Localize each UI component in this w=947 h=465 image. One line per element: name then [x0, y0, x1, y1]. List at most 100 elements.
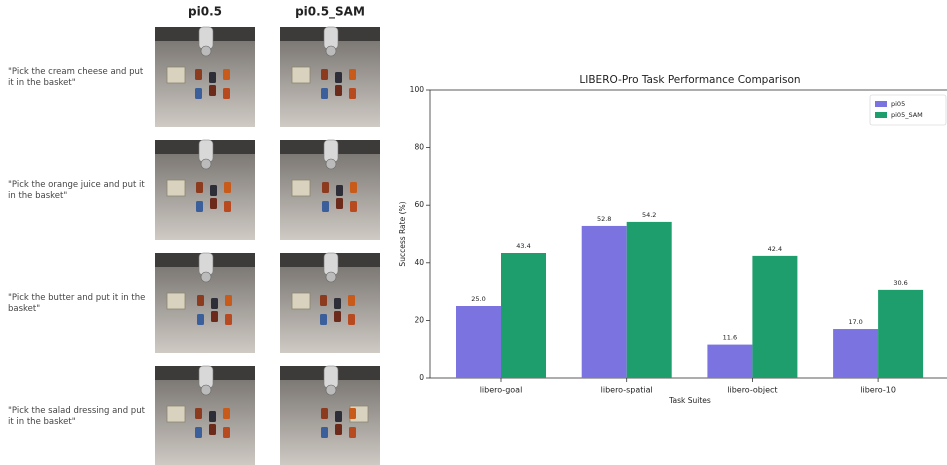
scene-image	[280, 253, 380, 353]
value-label: 54.2	[642, 211, 656, 219]
object	[224, 201, 231, 212]
object	[223, 408, 230, 419]
chart-title: LIBERO-Pro Task Performance Comparison	[579, 74, 800, 86]
object	[335, 85, 342, 96]
object	[195, 408, 202, 419]
gripper	[326, 46, 336, 56]
scene-image	[155, 27, 255, 127]
x-tick-label: libero-10	[860, 386, 896, 395]
gripper	[201, 272, 211, 282]
y-tick-label: 60	[414, 200, 424, 209]
x-tick-label: libero-spatial	[601, 386, 653, 395]
bar	[752, 256, 797, 378]
basket	[292, 180, 310, 196]
object	[195, 69, 202, 80]
basket	[167, 67, 185, 83]
bar	[501, 253, 546, 378]
object	[195, 427, 202, 438]
object	[211, 311, 218, 322]
scene-image	[280, 140, 380, 240]
column-header: pi0.5_SAM	[295, 5, 365, 20]
object	[335, 411, 342, 422]
legend-label: pi05	[891, 100, 905, 108]
object	[350, 201, 357, 212]
x-tick-label: libero-object	[727, 386, 777, 395]
object	[209, 85, 216, 96]
instruction: "Pick the cream cheese and put it in the…	[8, 67, 148, 89]
object	[336, 198, 343, 209]
value-label: 43.4	[516, 242, 530, 250]
object	[349, 427, 356, 438]
object	[209, 72, 216, 83]
object	[350, 182, 357, 193]
object	[223, 88, 230, 99]
object	[321, 408, 328, 419]
basket	[167, 180, 185, 196]
scene-image	[280, 366, 380, 465]
legend-swatch	[875, 112, 887, 118]
object	[348, 295, 355, 306]
object	[348, 314, 355, 325]
object	[196, 182, 203, 193]
scene-image	[280, 27, 380, 127]
value-label: 42.4	[768, 245, 782, 253]
y-tick-label: 20	[414, 315, 424, 324]
object	[349, 408, 356, 419]
object	[336, 185, 343, 196]
scene-image	[155, 366, 255, 465]
gripper	[326, 159, 336, 169]
object	[195, 88, 202, 99]
y-tick-label: 40	[414, 258, 424, 267]
bar	[707, 345, 752, 378]
basket	[292, 293, 310, 309]
value-label: 17.0	[848, 318, 862, 326]
legend-label: pi05_SAM	[891, 111, 923, 119]
y-axis-label: Success Rate (%)	[398, 201, 407, 266]
x-axis-label: Task Suites	[668, 396, 711, 405]
gripper	[201, 159, 211, 169]
object	[197, 314, 204, 325]
bar	[582, 226, 627, 378]
gripper	[201, 385, 211, 395]
object	[196, 201, 203, 212]
object	[197, 295, 204, 306]
object	[209, 424, 216, 435]
robot-arm	[324, 140, 338, 162]
gripper	[326, 272, 336, 282]
object	[223, 69, 230, 80]
bar	[878, 290, 923, 378]
object	[210, 198, 217, 209]
gripper	[201, 46, 211, 56]
object	[320, 314, 327, 325]
x-tick-label: libero-goal	[480, 386, 523, 395]
object	[320, 295, 327, 306]
object	[224, 182, 231, 193]
object	[349, 69, 356, 80]
object	[225, 314, 232, 325]
value-label: 30.6	[893, 279, 907, 287]
instruction: "Pick the butter and put it in the baske…	[8, 293, 148, 315]
scene-image	[155, 140, 255, 240]
value-label: 25.0	[471, 295, 485, 303]
legend-box	[870, 95, 946, 125]
instruction: "Pick the orange juice and put it in the…	[8, 180, 148, 202]
page: LIBERO-Pro Task Performance Comparison T…	[0, 0, 947, 465]
column-header: pi0.5	[188, 5, 222, 19]
basket	[292, 67, 310, 83]
basket	[167, 293, 185, 309]
object	[335, 72, 342, 83]
object	[321, 88, 328, 99]
gripper	[326, 385, 336, 395]
object	[322, 182, 329, 193]
object	[223, 427, 230, 438]
object	[211, 298, 218, 309]
y-tick-label: 100	[410, 85, 425, 94]
object	[334, 298, 341, 309]
legend-swatch	[875, 101, 887, 107]
bar	[456, 306, 501, 378]
y-tick-label: 0	[419, 373, 424, 382]
bar	[627, 222, 672, 378]
object	[321, 427, 328, 438]
scene-image	[155, 253, 255, 353]
object	[322, 201, 329, 212]
